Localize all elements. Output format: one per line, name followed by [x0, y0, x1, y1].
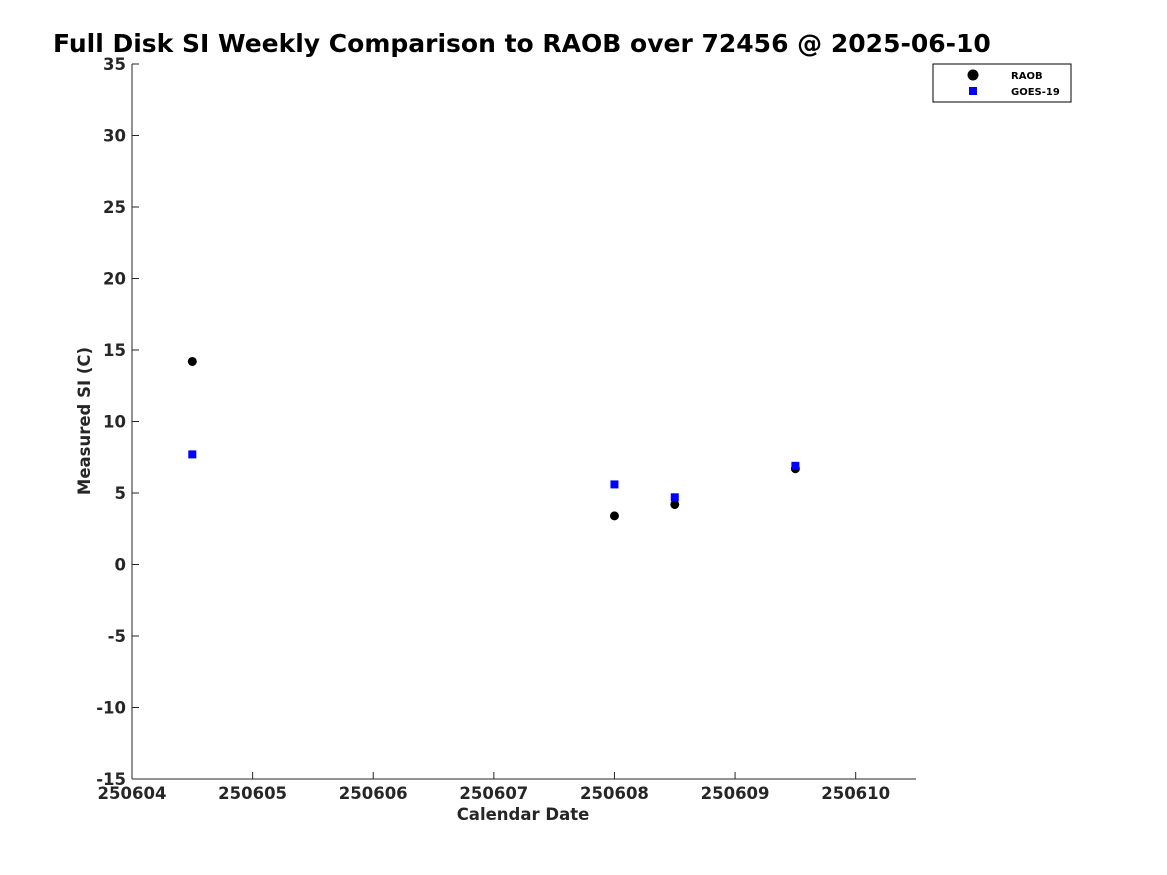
raob-point [609, 511, 619, 521]
y-tick-label: 25 [103, 198, 126, 217]
chart-title: Full Disk SI Weekly Comparison to RAOB o… [53, 29, 991, 58]
y-tick-label: 35 [103, 55, 126, 74]
y-tick-label: 10 [103, 413, 126, 432]
goes-19-point [610, 480, 619, 489]
x-ticks: 250604 250605 250606 250607 250608 250609 2506… [98, 772, 890, 803]
legend-label-raob: RAOB [1011, 71, 1043, 82]
y-tick-label: 20 [103, 270, 126, 289]
legend: RAOB GOES-19 [932, 63, 1072, 103]
y-tick-label: 30 [103, 127, 126, 146]
y-tick-label: -5 [108, 627, 126, 646]
x-tick-label: 250610 [821, 784, 890, 803]
y-tick-label: 15 [103, 341, 126, 360]
raob-point [670, 499, 680, 509]
goes-19-point [188, 450, 197, 459]
axes [131, 64, 916, 780]
goes-19-point [791, 461, 800, 470]
x-axis-label: Calendar Date [457, 805, 590, 824]
legend-marker-raob [967, 69, 979, 81]
legend-label-goes-19: GOES-19 [1011, 87, 1060, 98]
x-tick-label: 250605 [218, 784, 287, 803]
x-tick-label: 250606 [339, 784, 408, 803]
x-tick-label: 250607 [459, 784, 528, 803]
legend-marker-goes-19 [969, 87, 977, 95]
y-tick-label: -10 [96, 699, 126, 718]
goes-19-point [670, 493, 679, 502]
y-ticks: 35 30 25 20 15 10 5 0 -5 -10 -15 [96, 55, 139, 789]
raob-point [187, 356, 197, 366]
y-tick-label: 0 [115, 556, 126, 575]
y-axis-label: Measured SI (C) [75, 347, 94, 495]
x-tick-label: 250604 [98, 784, 167, 803]
y-tick-label: -15 [96, 770, 126, 789]
legend-box [932, 63, 1072, 103]
x-tick-label: 250608 [580, 784, 649, 803]
data-points [187, 356, 800, 521]
y-tick-label: 5 [115, 484, 126, 503]
x-tick-label: 250609 [701, 784, 770, 803]
